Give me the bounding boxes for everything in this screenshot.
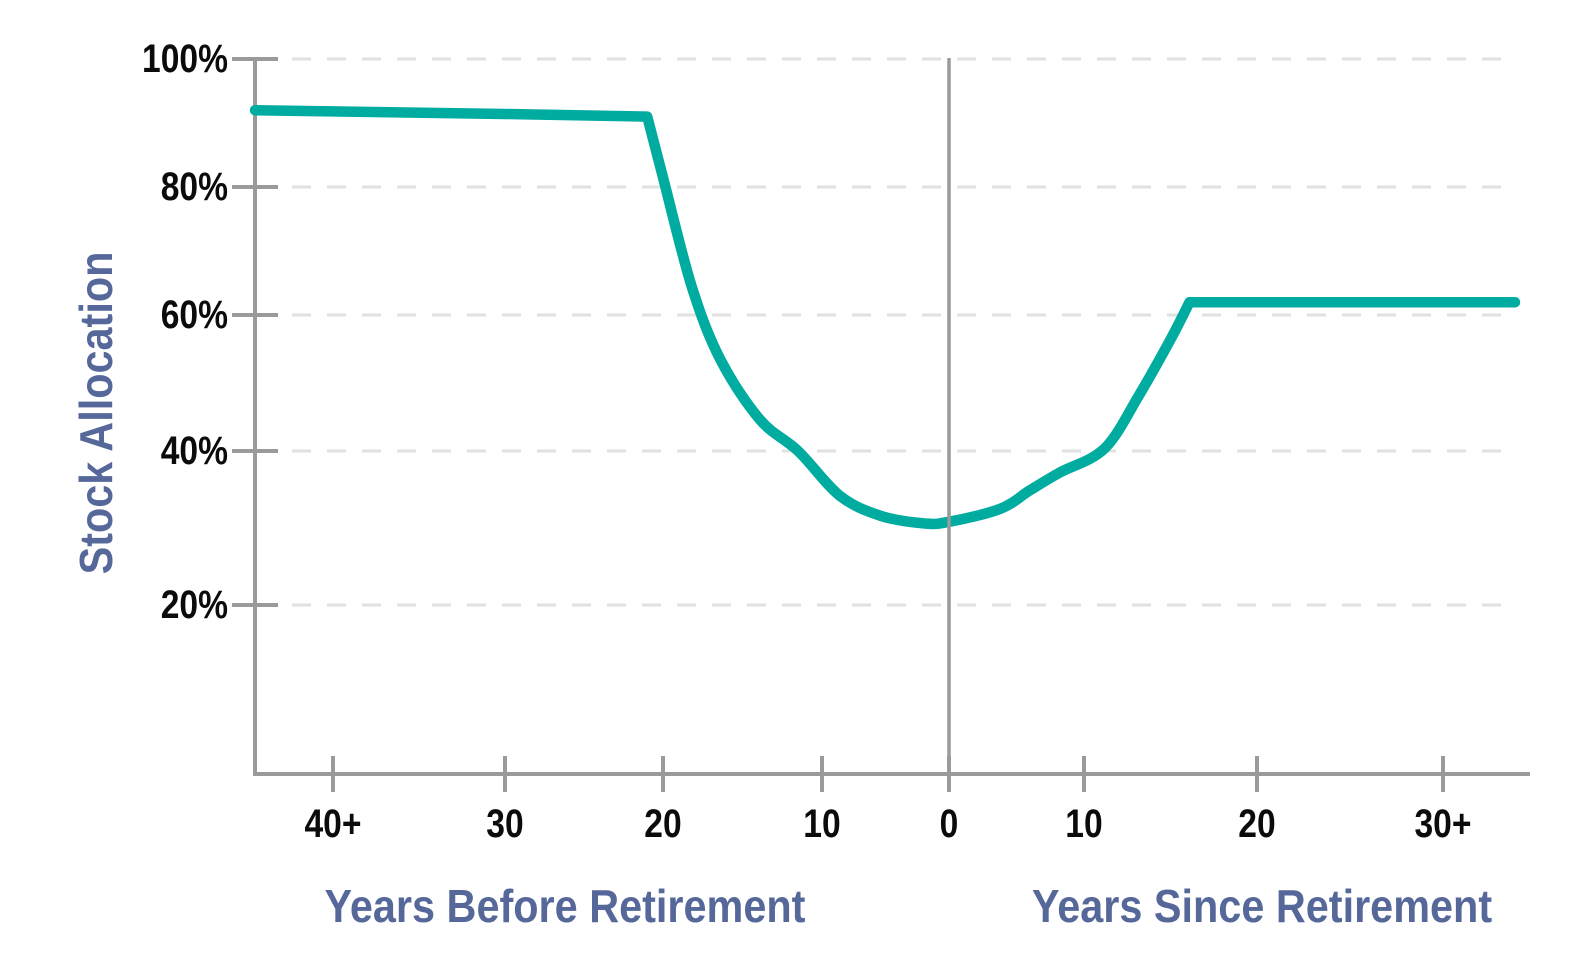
x-tick-label-since-30+: 30+ xyxy=(1414,802,1472,846)
x-tick-label-before-30: 30 xyxy=(486,802,524,846)
axes xyxy=(253,57,1530,776)
y-tick-label-80%: 80% xyxy=(160,165,228,209)
x-tick-label-before-20: 20 xyxy=(644,802,682,846)
x-axis-title-before-retirement: Years Before Retirement xyxy=(324,880,806,932)
y-tick-label-60%: 60% xyxy=(160,293,228,337)
x-tick-label-since-20: 20 xyxy=(1238,802,1276,846)
y-gridlines xyxy=(257,57,1508,607)
x-tick-label-since-0: 0 xyxy=(939,802,959,846)
x-axis-title-since-retirement: Years Since Retirement xyxy=(1031,880,1493,932)
x-tick-label-before-10: 10 xyxy=(803,802,841,846)
y-tick-label-40%: 40% xyxy=(160,429,228,473)
series-layer xyxy=(249,104,1521,530)
y-axis-title: Stock Allocation xyxy=(70,251,122,575)
y-tick-label-100%: 100% xyxy=(142,37,228,81)
x-tick-label-since-10: 10 xyxy=(1065,802,1103,846)
glide-path-line xyxy=(249,104,1521,530)
y-tick-label-20%: 20% xyxy=(160,583,228,627)
x-tick-label-before-40+: 40+ xyxy=(304,802,362,846)
tick-marks xyxy=(232,57,1445,792)
